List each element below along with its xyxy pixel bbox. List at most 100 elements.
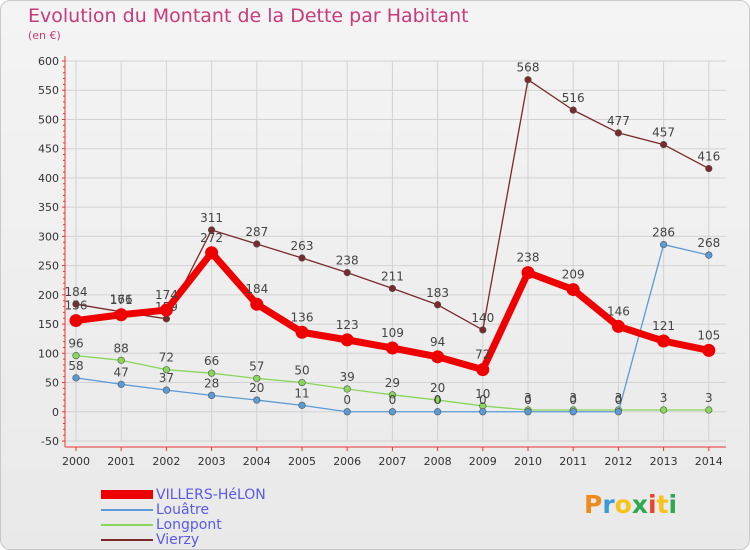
data-label: 20 <box>430 381 445 395</box>
x-tick-label: 2004 <box>243 455 271 468</box>
data-point <box>385 341 399 355</box>
x-tick-label: 2001 <box>107 455 135 468</box>
data-label: 0 <box>615 393 623 407</box>
data-point <box>205 246 219 260</box>
data-point <box>72 300 80 308</box>
x-tick-label: 2000 <box>62 455 90 468</box>
x-tick-label: 2011 <box>559 455 587 468</box>
x-tick-label: 2012 <box>604 455 632 468</box>
data-label: 47 <box>114 365 129 379</box>
data-point <box>159 303 173 317</box>
data-point <box>569 408 577 416</box>
legend: VILLERS-HéLON Louâtre Longpont Vierzy <box>101 487 266 548</box>
data-point <box>340 333 354 347</box>
data-label: 3 <box>615 391 623 405</box>
data-label: 29 <box>385 376 400 390</box>
data-label: 268 <box>697 236 720 250</box>
data-point <box>208 226 216 234</box>
data-point <box>388 284 397 293</box>
data-point <box>659 406 668 414</box>
x-tick-label: 2007 <box>378 455 406 468</box>
x-tick-label: 2010 <box>514 455 542 468</box>
data-label: 11 <box>294 386 309 400</box>
x-tick-label: 2008 <box>424 455 452 468</box>
data-point <box>388 391 397 399</box>
data-point <box>524 76 532 84</box>
data-point <box>524 408 532 416</box>
data-label: 146 <box>607 304 630 318</box>
x-tick-label: 2014 <box>695 455 723 468</box>
data-point <box>566 283 580 297</box>
data-point <box>431 350 445 364</box>
x-tick-label: 2009 <box>469 455 497 468</box>
data-label: 3 <box>660 391 668 405</box>
data-label: 3 <box>569 391 577 405</box>
data-point <box>298 378 306 387</box>
data-point <box>479 326 487 334</box>
data-label: 39 <box>340 370 355 384</box>
data-point <box>614 129 623 137</box>
data-label: 516 <box>562 91 585 105</box>
data-label: 209 <box>562 268 585 282</box>
data-label: 37 <box>159 371 174 385</box>
data-label: 72 <box>159 351 174 365</box>
y-tick-label: 450 <box>38 143 59 156</box>
data-label: 0 <box>479 393 487 407</box>
data-point <box>69 314 83 328</box>
y-tick-label: 200 <box>38 289 59 302</box>
data-label: 105 <box>697 328 720 342</box>
data-label: 156 <box>65 299 88 313</box>
y-tick-label: 0 <box>52 406 59 419</box>
data-label: 184 <box>65 285 88 299</box>
data-label: 28 <box>204 376 219 390</box>
legend-swatch <box>101 523 153 526</box>
data-label: 568 <box>517 61 540 75</box>
legend-item: VILLERS-HéLON <box>101 487 266 503</box>
data-label: 263 <box>291 239 314 253</box>
data-point <box>611 319 625 333</box>
y-tick-label: 350 <box>38 201 59 214</box>
data-label: 123 <box>336 318 359 332</box>
data-label: 416 <box>697 150 720 164</box>
data-label: 0 <box>343 393 351 407</box>
data-point <box>298 401 306 409</box>
y-tick-label: 50 <box>45 377 59 390</box>
legend-label: Vierzy <box>156 531 200 548</box>
y-tick-label: 250 <box>38 260 59 273</box>
data-label: 286 <box>652 226 675 240</box>
data-label: 109 <box>381 326 404 340</box>
legend-swatch <box>101 508 153 511</box>
data-label: 10 <box>475 387 490 401</box>
data-point <box>117 356 125 364</box>
legend-item: Longpont <box>101 517 266 533</box>
data-label: 50 <box>294 364 309 378</box>
data-label: 477 <box>607 114 630 128</box>
data-point <box>659 240 668 249</box>
data-label: 184 <box>245 282 268 296</box>
x-tick-label: 2002 <box>152 455 180 468</box>
data-label: 121 <box>652 319 675 333</box>
data-label: 57 <box>249 359 264 373</box>
data-label: 94 <box>430 335 445 349</box>
data-point <box>253 240 261 248</box>
data-label: 238 <box>517 251 540 265</box>
legend-item: Louâtre <box>101 502 266 518</box>
y-tick-label: -50 <box>41 435 59 448</box>
y-tick-label: 550 <box>38 84 59 97</box>
y-tick-label: 600 <box>38 55 59 68</box>
data-point <box>705 251 713 259</box>
data-label: 140 <box>471 311 494 325</box>
data-point <box>434 396 442 404</box>
data-label: 311 <box>200 211 223 225</box>
x-tick-label: 2005 <box>288 455 316 468</box>
legend-swatch <box>101 538 153 541</box>
data-point <box>253 396 261 404</box>
data-label: 174 <box>155 288 178 302</box>
data-label: 0 <box>434 393 442 407</box>
y-axis-unit: (en €) <box>28 29 61 42</box>
data-label: 171 <box>110 293 133 307</box>
data-point <box>705 164 713 173</box>
y-tick-label: 100 <box>38 347 59 360</box>
data-point <box>72 374 80 382</box>
data-point <box>162 366 170 374</box>
